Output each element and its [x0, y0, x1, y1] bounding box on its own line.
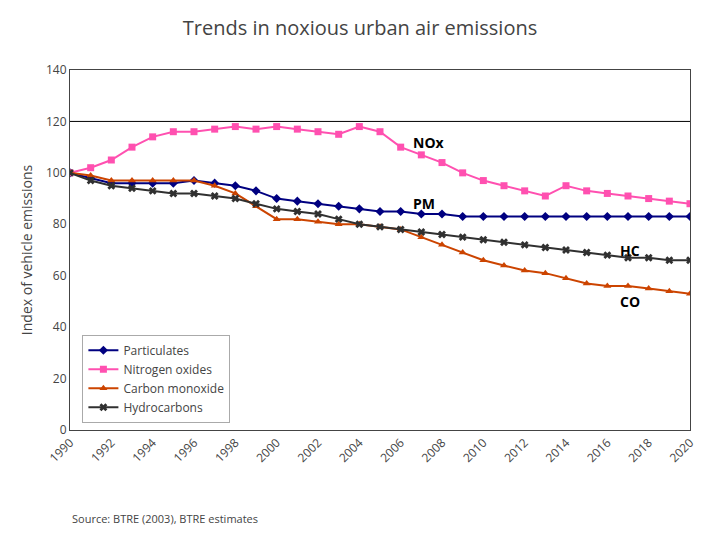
svg-text:Nitrogen oxides: Nitrogen oxides [123, 361, 212, 378]
svg-text:1998: 1998 [211, 434, 243, 466]
svg-text:1996: 1996 [170, 434, 202, 466]
svg-text:2016: 2016 [583, 434, 615, 466]
svg-text:Index of vehicle emissions: Index of vehicle emissions [17, 165, 36, 336]
svg-text:1994: 1994 [128, 434, 160, 466]
svg-text:2010: 2010 [459, 434, 491, 466]
svg-text:Source: BTRE (2003), BTRE esti: Source: BTRE (2003), BTRE estimates [72, 511, 258, 526]
svg-text:CO: CO [620, 292, 640, 311]
svg-text:2014: 2014 [542, 434, 574, 466]
svg-text:Particulates: Particulates [123, 342, 189, 359]
svg-text:PM: PM [413, 194, 435, 213]
svg-text:2018: 2018 [624, 434, 656, 466]
svg-text:2012: 2012 [500, 434, 532, 466]
svg-text:120: 120 [46, 113, 67, 130]
svg-text:2006: 2006 [376, 434, 408, 466]
svg-text:140: 140 [46, 61, 67, 78]
svg-text:2000: 2000 [252, 434, 284, 466]
svg-text:Carbon monoxide: Carbon monoxide [123, 380, 224, 397]
svg-text:2020: 2020 [666, 434, 698, 466]
svg-text:1992: 1992 [87, 434, 119, 466]
svg-text:2008: 2008 [418, 434, 450, 466]
svg-text:2002: 2002 [294, 434, 326, 466]
svg-text:Hydrocarbons: Hydrocarbons [123, 399, 203, 416]
svg-text:HC: HC [620, 241, 640, 260]
svg-text:20: 20 [53, 370, 67, 387]
svg-text:60: 60 [53, 267, 67, 284]
svg-text:100: 100 [46, 164, 67, 181]
svg-text:NOx: NOx [413, 133, 445, 152]
svg-text:40: 40 [53, 318, 67, 335]
svg-text:1990: 1990 [46, 434, 78, 466]
svg-text:80: 80 [53, 215, 67, 232]
svg-text:2004: 2004 [335, 434, 367, 466]
svg-text:0: 0 [60, 421, 67, 438]
svg-text:Trends in noxious urban air em: Trends in noxious urban air emissions [183, 14, 538, 41]
